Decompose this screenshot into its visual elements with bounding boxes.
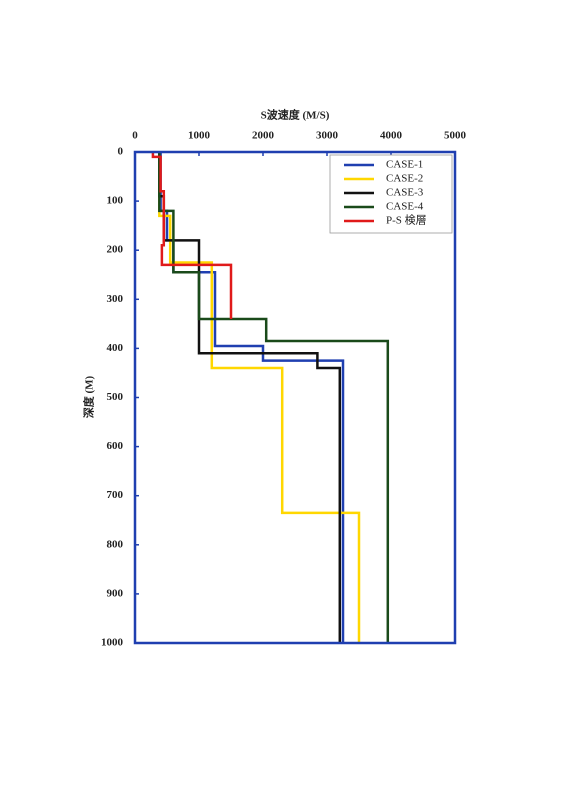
data-line bbox=[151, 152, 233, 319]
y-tick-label: 900 bbox=[107, 587, 124, 599]
y-tick-label: 200 bbox=[107, 244, 124, 256]
legend-label: P-S 検層 bbox=[386, 213, 427, 227]
legend-label: CASE-4 bbox=[386, 201, 424, 213]
legend-label: CASE-3 bbox=[386, 187, 424, 199]
x-axis-label: S波速度 (M/S) bbox=[261, 108, 330, 122]
y-tick-label: 800 bbox=[107, 538, 124, 550]
legend-label: CASE-1 bbox=[386, 159, 423, 171]
x-tick-label: 4000 bbox=[380, 130, 403, 142]
x-tick-label: 1000 bbox=[188, 130, 211, 142]
y-tick-label: 400 bbox=[107, 342, 124, 354]
x-tick-label: 0 bbox=[132, 130, 138, 142]
x-tick-label: 5000 bbox=[444, 130, 467, 142]
x-tick-label: 3000 bbox=[316, 130, 339, 142]
legend-label: CASE-2 bbox=[386, 173, 423, 185]
y-axis-label: 深度 (M) bbox=[82, 375, 96, 418]
x-tick-label: 2000 bbox=[252, 130, 275, 142]
data-line bbox=[159, 152, 345, 643]
plot-frame bbox=[133, 150, 457, 645]
y-tick-label: 1000 bbox=[101, 637, 124, 649]
y-tick-label: 500 bbox=[107, 391, 124, 403]
data-line bbox=[158, 152, 342, 643]
y-tick-label: 700 bbox=[107, 489, 124, 501]
y-tick-label: 100 bbox=[107, 195, 124, 207]
y-tick-label: 0 bbox=[118, 146, 124, 158]
data-line bbox=[158, 152, 361, 643]
data-line bbox=[158, 152, 390, 643]
y-tick-label: 600 bbox=[107, 440, 124, 452]
y-tick-label: 300 bbox=[107, 293, 124, 305]
